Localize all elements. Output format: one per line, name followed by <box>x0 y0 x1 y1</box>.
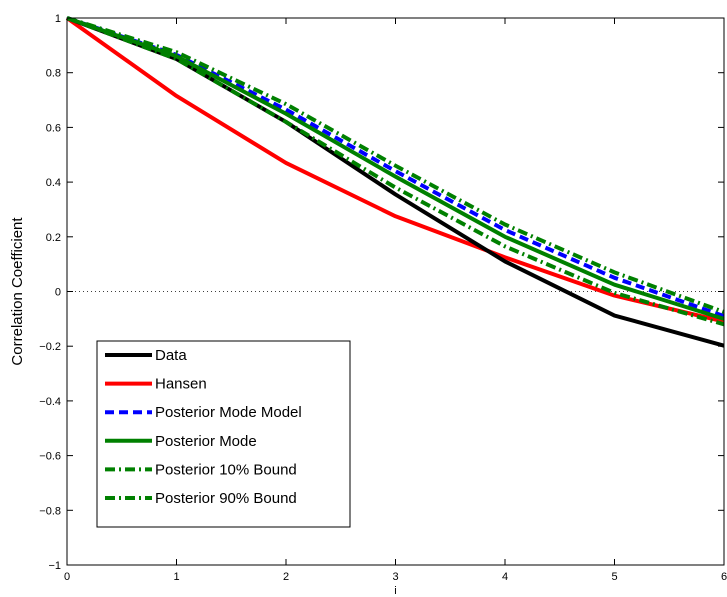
y-tick-label: 0.8 <box>46 68 61 80</box>
series-line-posterior-mode <box>66 16 725 321</box>
y-tick-label: −0.2 <box>39 341 61 353</box>
x-tick-label: 2 <box>283 571 289 583</box>
legend-label: Data <box>155 347 187 364</box>
x-tick-label: 1 <box>173 571 179 583</box>
series-line-hansen <box>65 16 725 324</box>
y-tick-label: 0.4 <box>46 177 61 189</box>
series-line-posterior-10-bound <box>66 16 725 327</box>
x-tick-label: 0 <box>64 571 70 583</box>
x-tick-label: 6 <box>721 571 727 583</box>
y-tick-label: −0.8 <box>39 505 61 517</box>
legend-label: Hansen <box>155 376 207 393</box>
y-tick-label: −0.6 <box>39 451 61 463</box>
legend-label: Posterior Mode Model <box>155 404 302 421</box>
y-tick-label: 0 <box>55 287 61 299</box>
x-axis-label: i <box>394 585 396 597</box>
legend-label: Posterior 10% Bound <box>155 461 297 478</box>
y-tick-label: 0.6 <box>46 122 61 134</box>
legend: Data Hansen Posterior Mode Model Posterior … <box>96 340 351 528</box>
x-tick-label: 3 <box>392 571 398 583</box>
legend-label: Posterior 90% Bound <box>155 490 297 507</box>
y-tick-label: −1 <box>48 560 61 572</box>
x-tick-label: 4 <box>502 571 508 583</box>
y-tick-label: 0.2 <box>46 232 61 244</box>
x-tick-label: 5 <box>611 571 617 583</box>
y-axis-label: Correlation Coefficient <box>9 217 26 366</box>
legend-label: Posterior Mode <box>155 433 257 450</box>
series-line-posterior-90-bound <box>66 16 725 314</box>
series-line-data <box>66 16 725 348</box>
y-tick-label: 1 <box>55 13 61 25</box>
y-tick-label: −0.4 <box>39 396 61 408</box>
